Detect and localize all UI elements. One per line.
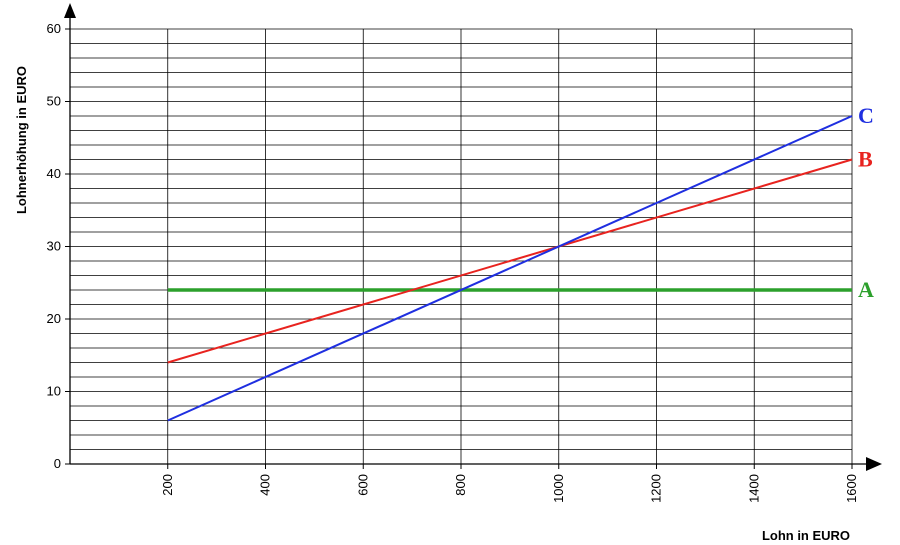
y-tick-label: 60	[47, 21, 61, 36]
y-axis-label: Lohnerhöhung in EURO	[14, 66, 29, 214]
tick-labels: 0 10 20 30 40 50 60 200 400 600 800 1000 1200 1400 160…	[47, 21, 859, 503]
x-tick-label: 400	[258, 474, 273, 496]
x-axis-arrow	[866, 457, 882, 471]
series-line-b	[167, 158, 853, 364]
series-line-c	[167, 115, 853, 422]
x-tick-label: 1400	[746, 474, 761, 503]
x-axis-label: Lohn in EURO	[762, 528, 850, 543]
y-tick-label: 30	[47, 239, 61, 254]
series-label-c: C	[858, 103, 874, 128]
y-tick-label: 0	[54, 456, 61, 471]
x-tick-label: 600	[355, 474, 370, 496]
y-tick-label: 50	[47, 94, 61, 109]
grid	[70, 28, 853, 464]
series-label-a: A	[858, 277, 874, 302]
x-tick-label: 800	[453, 474, 468, 496]
axes	[64, 3, 882, 471]
y-axis-arrow	[64, 3, 76, 18]
y-tick-label: 40	[47, 166, 61, 181]
x-tick-label: 1600	[844, 474, 859, 503]
series-layer: A BC	[167, 103, 874, 422]
y-tick-label: 10	[47, 384, 61, 399]
x-tick-label: 200	[160, 474, 175, 496]
x-tick-label: 1000	[551, 474, 566, 503]
y-tick-label: 20	[47, 311, 61, 326]
x-tick-label: 1200	[649, 474, 664, 503]
series-label-b: B	[858, 147, 873, 172]
